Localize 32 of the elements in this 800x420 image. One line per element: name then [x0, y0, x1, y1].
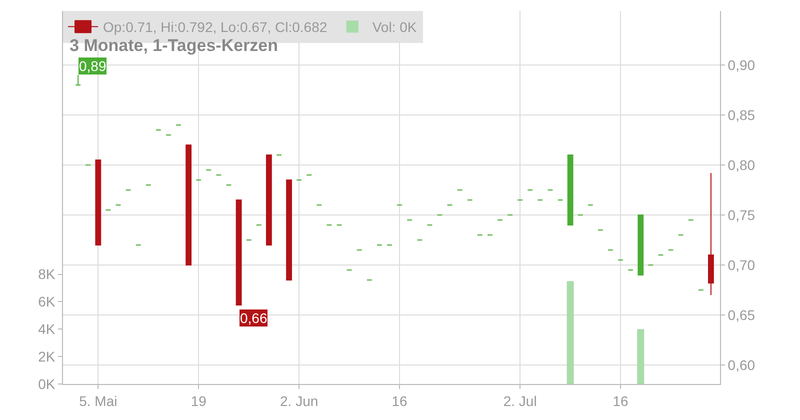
candlestick — [75, 74, 82, 86]
candlestick — [266, 154, 272, 246]
y-tick-label: 0,60 — [728, 356, 756, 373]
candlestick — [567, 154, 574, 226]
candlestick — [236, 200, 242, 306]
y2-tick-label: 8K — [38, 266, 56, 282]
x-tick-label: 2. Jun — [280, 392, 318, 409]
x-tick-label: 16 — [612, 392, 629, 409]
x-tick-label: 2. Jul — [503, 392, 537, 409]
candlestick — [186, 144, 192, 266]
annotation: 0,66 — [240, 310, 268, 326]
y-tick-label: 0,90 — [728, 56, 756, 73]
candlestick — [95, 160, 102, 246]
y-tick-label: 0,75 — [728, 206, 756, 223]
candlestick — [286, 180, 292, 280]
x-tick-label: 19 — [190, 392, 207, 409]
annotation: 0,89 — [79, 58, 106, 74]
text: 3 Monate, 1-Tages-Kerzen — [70, 36, 278, 55]
legend-label: Op:0.71, Hi:0.792, Lo:0.67, Cl:0.682 — [103, 19, 328, 36]
legend-label: Vol: 0K — [372, 19, 418, 36]
y-tick-label: 0,65 — [728, 306, 756, 323]
y-tick-label: 0,70 — [728, 256, 756, 273]
x-tick-label: 16 — [392, 392, 408, 409]
y-tick-label: 0,80 — [728, 156, 756, 173]
y2-tick-label: 2K — [38, 348, 56, 364]
x-tick-label: 5. Mai — [79, 392, 118, 409]
y2-tick-label: 0K — [38, 376, 56, 392]
y-tick-label: 0,85 — [728, 106, 756, 123]
y2-tick-label: 6K — [38, 294, 56, 310]
candlestick — [638, 214, 644, 276]
candlestick — [708, 172, 714, 296]
y2-tick-label: 4K — [38, 321, 56, 338]
